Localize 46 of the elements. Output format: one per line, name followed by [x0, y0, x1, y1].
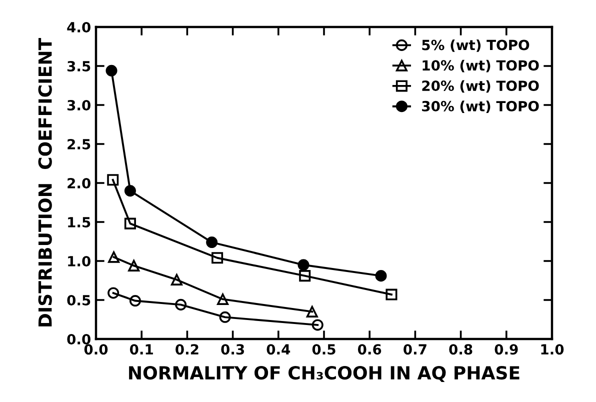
point [129, 295, 141, 307]
point [375, 270, 387, 282]
point [106, 64, 118, 76]
legend-label: 10% (wt) TOPO [422, 60, 539, 72]
x-tick-label: 0.6 [358, 344, 382, 355]
point [108, 287, 120, 299]
point [128, 260, 140, 272]
point [386, 288, 398, 300]
legend-label: 20% (wt) TOPO [422, 80, 539, 93]
point [299, 270, 311, 282]
point [217, 293, 229, 305]
point [124, 218, 136, 230]
y-tick-label: 0.0 [67, 334, 90, 344]
y-axis-title: DISTRIBUTION COEFFICIENT [38, 38, 52, 326]
x-tick-label: 0.4 [266, 344, 290, 355]
x-tick-label: 0.1 [130, 344, 153, 355]
point [170, 274, 182, 286]
y-tick-label: 3.0 [67, 100, 90, 110]
legend-label: 30% (wt) TOPO [422, 100, 539, 114]
point [107, 174, 119, 186]
point [312, 319, 324, 331]
x-tick-label: 0.2 [176, 344, 198, 355]
point [175, 298, 187, 310]
legend-label: 5% (wt) TOPO [422, 40, 530, 52]
x-axis-title: NORMALITY OF CH₃COOH IN AQ PHASE [129, 366, 520, 382]
point [124, 185, 136, 197]
y-tick-label: 4.0 [67, 22, 90, 32]
point [108, 251, 120, 263]
y-tick-label: 3.5 [67, 60, 90, 72]
y-tick-label: 0.5 [67, 294, 90, 306]
x-tick-label: 0.8 [449, 344, 472, 355]
x-tick-label: 0.9 [494, 344, 518, 355]
point [206, 236, 218, 248]
y-tick-label: 2.0 [68, 178, 90, 188]
x-tick-label: 0.0 [84, 344, 108, 355]
x-tick-label: 0.3 [221, 344, 244, 355]
x-tick-label: 1.0 [541, 344, 564, 355]
point [298, 259, 310, 271]
y-tick-label: 2.5 [68, 138, 90, 150]
x-tick-label: 0.5 [312, 344, 336, 355]
x-tick-label: 0.7 [404, 344, 426, 355]
point [219, 311, 231, 323]
point [306, 306, 318, 318]
y-tick-label: 1.5 [68, 217, 90, 228]
point [212, 252, 224, 264]
y-tick-label: 1.0 [68, 256, 90, 266]
